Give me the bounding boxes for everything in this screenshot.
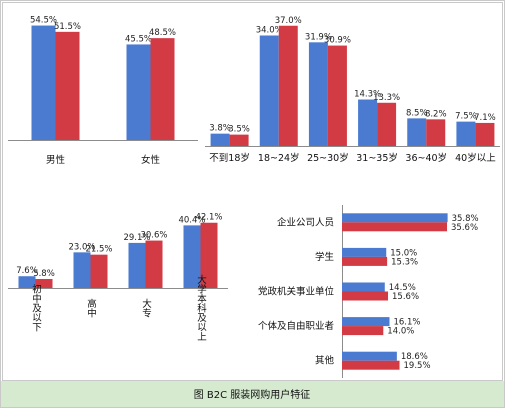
data-label: 30.9% (324, 36, 351, 46)
bar (407, 118, 427, 146)
bar-chart-occupation: 企业公司人员 35.8%35.6% 学生 15.0%15.3% 党政机关事业单位 14.5… (258, 205, 479, 378)
data-label: 54.5% (30, 16, 57, 26)
data-label: 23.0% (68, 242, 95, 252)
bar (456, 121, 476, 146)
bar (342, 213, 448, 223)
data-label: 21.5% (85, 245, 112, 255)
category-label: 18~24岁 (258, 152, 300, 164)
category-label: 女性 (141, 154, 161, 166)
data-label: 51.5% (54, 22, 81, 32)
bar (278, 25, 298, 146)
category-label: 个体及自由职业者 (258, 320, 334, 332)
category-label: 25~30岁 (307, 152, 349, 164)
bar (342, 317, 390, 327)
category-label: 男性 (46, 154, 66, 166)
bar (229, 134, 249, 146)
bar-chart-education: 7.6%5.8% 初中及以下 23.0%21.5% 高中 29.1%30.6% 大专 40.… (8, 213, 228, 341)
data-label: 42.1% (195, 213, 222, 223)
category-label: 高中 (85, 298, 97, 319)
data-label: 7.6% (16, 266, 38, 276)
data-label: 7.5% (455, 112, 477, 122)
bar (327, 45, 347, 147)
bar (31, 25, 56, 140)
bar (475, 122, 495, 146)
bar (342, 360, 400, 370)
data-label: 3.5% (228, 125, 250, 135)
data-label: 19.5% (404, 361, 431, 371)
data-label: 16.1% (393, 318, 420, 328)
bar (145, 240, 163, 288)
category-label: 初中及以下 (30, 284, 42, 333)
bar (308, 42, 328, 147)
category-label: 学生 (315, 251, 335, 263)
bar (200, 222, 218, 288)
category-label: 40岁以上 (455, 152, 496, 164)
data-label: 30.6% (140, 231, 167, 241)
data-label: 13.3% (373, 93, 400, 103)
bar (150, 38, 175, 140)
data-label: 35.6% (451, 223, 478, 233)
category-label: 不到18岁 (209, 152, 250, 164)
data-label: 45.5% (125, 34, 152, 44)
data-label: 37.0% (275, 16, 302, 26)
bar (342, 291, 389, 301)
bar (90, 254, 108, 288)
category-label: 36~40岁 (405, 152, 447, 164)
data-label: 7.1% (474, 113, 496, 123)
data-label: 8.5% (406, 108, 428, 118)
bar (426, 119, 446, 146)
inner-frame (2, 2, 503, 381)
data-label: 8.2% (425, 109, 447, 119)
bar (73, 252, 91, 288)
bar (183, 225, 201, 288)
bar (55, 31, 80, 141)
data-label: 31.9% (305, 32, 332, 42)
data-label: 18.6% (401, 352, 428, 362)
bar (342, 351, 397, 361)
bar (259, 35, 279, 146)
data-label: 15.0% (390, 248, 417, 258)
data-label: 48.5% (149, 28, 176, 38)
bar (18, 276, 36, 288)
data-label: 3.8% (209, 124, 231, 134)
data-label: 5.8% (33, 269, 55, 279)
bar (342, 222, 448, 232)
data-label: 14.5% (389, 283, 416, 293)
category-label: 党政机关事业单位 (258, 286, 335, 298)
bar (342, 256, 388, 266)
category-label: 大专 (140, 298, 152, 319)
bar-chart-gender: 54.5%51.5% 男性 45.5%48.5% 女性 (8, 16, 198, 166)
bar (377, 102, 397, 146)
data-label: 29.1% (123, 233, 150, 243)
bar-chart-age: 3.8%3.5% 不到18岁 34.0%37.0% 18~24岁 31.9%30.9% 2… (205, 16, 500, 164)
bar (126, 44, 151, 141)
bar (342, 326, 384, 336)
category-label: 企业公司人员 (277, 216, 334, 228)
bar (128, 242, 146, 288)
data-label: 14.3% (354, 90, 381, 100)
data-label: 40.4% (178, 215, 205, 225)
caption-background (1, 381, 504, 407)
category-label: 其他 (315, 355, 335, 367)
bar (35, 279, 53, 288)
figure-caption: 图 B2C 服装网购用户特征 (194, 388, 311, 401)
data-label: 15.3% (391, 257, 418, 267)
bar (210, 133, 230, 146)
data-label: 14.0% (387, 327, 414, 337)
bar (358, 99, 378, 146)
data-label: 35.8% (452, 214, 479, 224)
bar (342, 282, 385, 292)
data-label: 34.0% (256, 26, 283, 36)
category-label: 大学本科及以上 (195, 274, 207, 341)
bar (342, 247, 387, 257)
data-label: 15.6% (392, 292, 419, 302)
category-label: 31~35岁 (356, 152, 398, 164)
